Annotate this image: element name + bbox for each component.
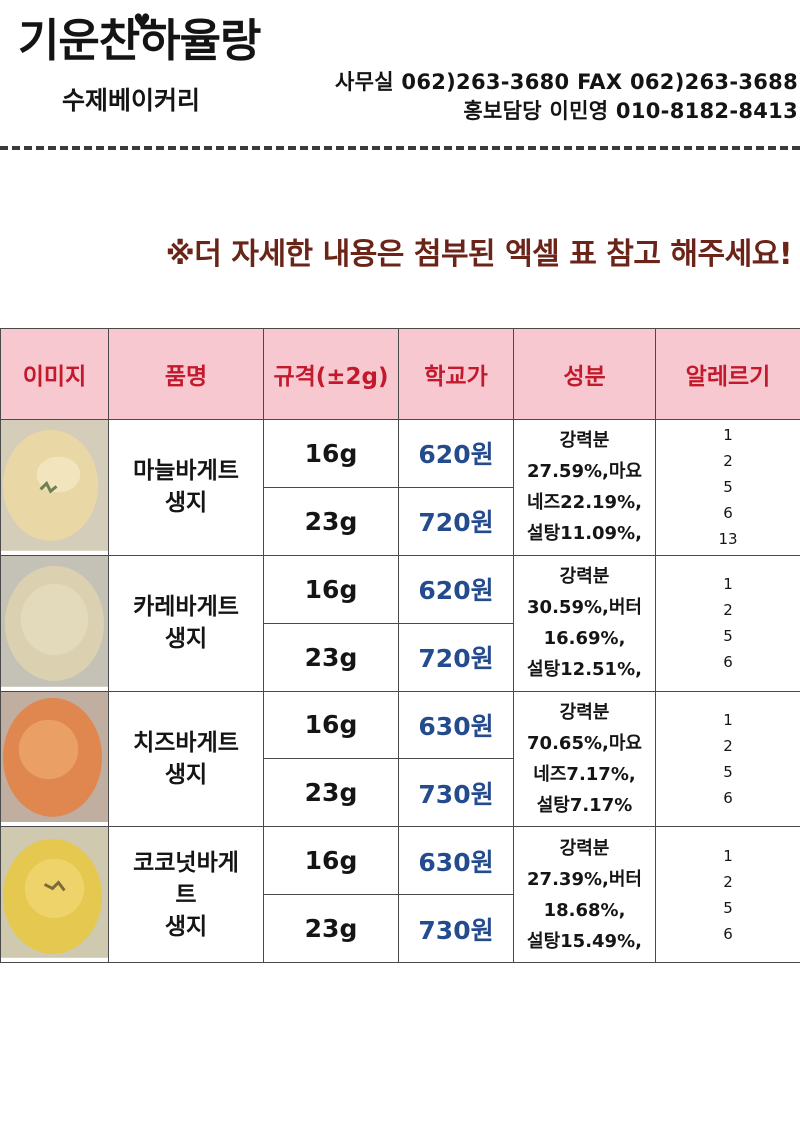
product-name: 마늘바게트 생지 xyxy=(108,419,264,556)
spec-price: 720원 xyxy=(398,486,514,556)
product-photo xyxy=(0,826,109,964)
spec-price: 730원 xyxy=(398,894,514,964)
header-ingredients: 성분 xyxy=(513,328,656,420)
spec-price: 620원 xyxy=(398,554,514,624)
table-row: 23g 720원 xyxy=(1,622,800,692)
spec-weight: 23g xyxy=(263,486,399,556)
spec-weight: 23g xyxy=(263,894,399,964)
table-row: 23g 730원 xyxy=(1,758,800,828)
spec-weight: 16g xyxy=(263,554,399,624)
product-name: 카레바게트 생지 xyxy=(108,554,264,692)
table-row: 카레바게트 생지 16g 620원 강력분 30.59%,버터 16.69%, … xyxy=(0,554,800,692)
spec-price: 730원 xyxy=(398,758,514,828)
office-contact: 사무실 062)263-3680 FAX 062)263-3688 xyxy=(334,70,798,94)
header-spec: 규격(±2g) xyxy=(263,328,399,420)
ingredients: 강력분 70.65%,마요 네즈7.17%, 설탕7.17% xyxy=(513,690,656,828)
table-row: 치즈바게트 생지 16g 630원 강력분 70.65%,마요 네즈7.17%,… xyxy=(0,690,800,828)
header-name: 품명 xyxy=(108,328,264,420)
allergens: 1 2 5 6 xyxy=(655,554,800,692)
spec-price: 720원 xyxy=(398,622,514,692)
ingredients: 강력분 30.59%,버터 16.69%, 설탕12.51%, xyxy=(513,554,656,692)
notice-text: ※더 자세한 내용은 첨부된 엑셀 표 참고 해주세요! xyxy=(165,237,793,272)
header-price: 학교가 xyxy=(398,328,514,420)
spec-price: 620원 xyxy=(398,419,514,488)
table-row: 23g 720원 xyxy=(1,486,800,556)
ingredients: 강력분 27.59%,마요 네즈22.19%, 설탕11.09%, xyxy=(513,419,656,556)
spec-weight: 23g xyxy=(263,758,399,828)
spec-weight: 23g xyxy=(263,622,399,692)
product-name: 치즈바게트 생지 xyxy=(108,690,264,828)
allergens: 1 2 5 6 xyxy=(655,690,800,828)
spec-price: 630원 xyxy=(398,690,514,760)
product-photo xyxy=(0,419,109,556)
allergens: 1 2 5 6 13 xyxy=(655,419,800,556)
product-name: 코코넛바게 트 생지 xyxy=(108,826,264,964)
table-header-row: 이미지 품명 규격(±2g) 학교가 성분 알레르기 xyxy=(0,328,800,420)
product-photo xyxy=(0,554,109,692)
spec-price: 630원 xyxy=(398,826,514,896)
spec-weight: 16g xyxy=(263,419,399,488)
logo-subtitle: 수제베이커리 xyxy=(62,86,201,115)
spec-weight: 16g xyxy=(263,690,399,760)
header-allergens: 알레르기 xyxy=(655,328,800,420)
table-row: 코코넛바게 트 생지 16g 630원 강력분 27.39%,버터 18.68%… xyxy=(0,826,800,964)
dashed-divider xyxy=(0,146,800,150)
heart-icon: ♥ xyxy=(133,9,151,33)
table-row: 마늘바게트 생지 16g 620원 강력분 27.59%,마요 네즈22.19%… xyxy=(0,419,800,556)
ingredients: 강력분 27.39%,버터 18.68%, 설탕15.49%, xyxy=(513,826,656,964)
pr-contact: 홍보담당 이민영 010-8182-8413 xyxy=(463,99,798,123)
product-photo xyxy=(0,690,109,828)
contact-info: 사무실 062)263-3680 FAX 062)263-3688 홍보담당 이… xyxy=(335,68,798,126)
spec-weight: 16g xyxy=(263,826,399,896)
header-image: 이미지 xyxy=(0,328,109,420)
table-row: 23g 730원 xyxy=(1,894,800,964)
allergens: 1 2 5 6 xyxy=(655,826,800,964)
product-table: 이미지 품명 규격(±2g) 학교가 성분 알레르기 마늘바게트 생지 xyxy=(0,328,800,964)
logo-title: 기운찬하율랑 xyxy=(18,14,261,67)
